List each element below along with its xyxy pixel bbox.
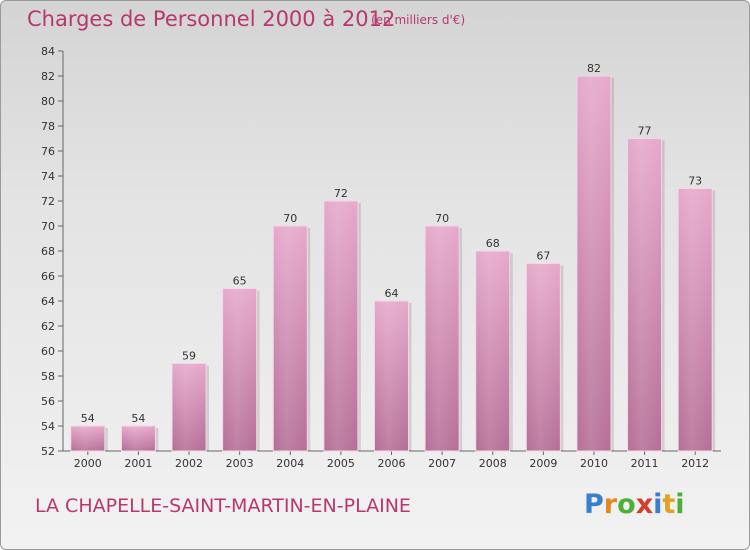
bar-value-label: 77 (638, 125, 652, 138)
y-tick-label: 68 (41, 245, 55, 258)
bar-highlight (172, 363, 207, 451)
bar-value-label: 64 (385, 287, 399, 300)
x-tick-label: 2004 (276, 457, 304, 470)
x-tick-label: 2007 (428, 457, 456, 470)
y-tick-label: 56 (41, 395, 55, 408)
commune-name: LA CHAPELLE-SAINT-MARTIN-EN-PLAINE (35, 495, 411, 517)
bar-highlight (323, 201, 358, 451)
bar-value-label: 70 (435, 212, 449, 225)
y-tick-label: 82 (41, 70, 55, 83)
y-tick-label: 84 (41, 45, 55, 58)
x-tick-label: 2002 (175, 457, 203, 470)
bar-value-label: 65 (233, 275, 247, 288)
y-tick-label: 58 (41, 370, 55, 383)
chart-subtitle: (en milliers d'€) (371, 13, 466, 27)
bar-highlight (70, 426, 105, 451)
y-tick-label: 70 (41, 220, 55, 233)
x-tick-label: 2009 (529, 457, 557, 470)
logo-letter: r (603, 489, 618, 520)
y-tick-label: 64 (41, 295, 55, 308)
x-tick-label: 2005 (327, 457, 355, 470)
chart-title: Charges de Personnel 2000 à 2012 (27, 7, 396, 31)
x-tick-label: 2006 (378, 457, 406, 470)
bar-highlight (526, 263, 561, 451)
logo-letter: x (635, 489, 654, 520)
bar-value-label: 82 (587, 62, 601, 75)
bar-highlight (425, 226, 460, 451)
x-tick-label: 2001 (124, 457, 152, 470)
x-tick-label: 2011 (631, 457, 659, 470)
bar-value-label: 72 (334, 187, 348, 200)
y-tick-label: 78 (41, 120, 55, 133)
bar-value-label: 67 (536, 250, 550, 263)
x-tick-label: 2010 (580, 457, 608, 470)
bar-highlight (627, 138, 662, 451)
logo-letter: i (675, 489, 685, 520)
bar-highlight (273, 226, 308, 451)
x-tick-label: 2012 (681, 457, 709, 470)
y-tick-label: 60 (41, 345, 55, 358)
y-tick-label: 62 (41, 320, 55, 333)
y-tick-label: 66 (41, 270, 55, 283)
logo-letter: P (584, 489, 604, 520)
bar-value-label: 73 (688, 175, 702, 188)
bar-highlight (374, 301, 409, 451)
y-tick-label: 72 (41, 195, 55, 208)
bar-highlight (121, 426, 156, 451)
bar-value-label: 59 (182, 350, 196, 363)
bar-value-label: 68 (486, 237, 500, 250)
y-tick-label: 54 (41, 420, 55, 433)
bar-highlight (678, 188, 713, 451)
proxiti-logo: Proxiti (584, 489, 685, 520)
x-tick-label: 2000 (74, 457, 102, 470)
x-tick-label: 2008 (479, 457, 507, 470)
y-tick-label: 52 (41, 445, 55, 458)
logo-letter: t (662, 489, 676, 520)
y-tick-label: 74 (41, 170, 55, 183)
bar-value-label: 70 (283, 212, 297, 225)
logo-letter: o (617, 489, 636, 520)
y-tick-label: 80 (41, 95, 55, 108)
x-tick-label: 2003 (226, 457, 254, 470)
bar-highlight (576, 76, 611, 451)
y-tick-label: 76 (41, 145, 55, 158)
bar-value-label: 54 (81, 412, 95, 425)
bar-highlight (475, 251, 510, 451)
bar-highlight (222, 288, 257, 451)
logo-letter: i (653, 489, 663, 520)
bar-value-label: 54 (131, 412, 145, 425)
